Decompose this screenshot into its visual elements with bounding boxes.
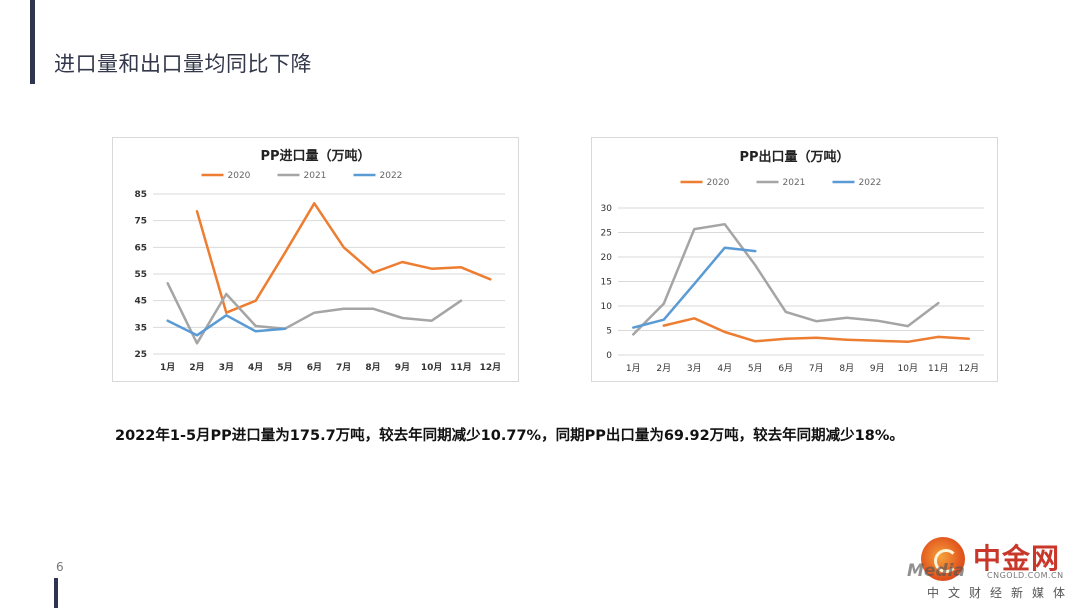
x-tick-label: 4月	[248, 362, 263, 373]
x-tick-label: 7月	[336, 362, 351, 373]
import-chart-svg: PP进口量（万吨） 2020 2021 2022 25 35 45 55 65 75 85 1月 2月 3…	[134, 148, 505, 373]
watermark-tagline: 中文财经新媒体	[927, 586, 1075, 600]
x-tick-label: 11月	[450, 362, 472, 373]
watermark-brand: 中金网	[973, 542, 1061, 575]
series-line-2020	[195, 202, 492, 314]
y-tick-label: 25	[134, 350, 147, 360]
y-tick-label: 25	[601, 229, 612, 239]
x-tick-label: 1月	[160, 362, 175, 373]
summary-text: 2022年1-5月PP进口量为175.7万吨，较去年同期减少10.77%，同期P…	[115, 428, 904, 444]
y-tick-label: 15	[601, 278, 612, 288]
series-line-2022	[166, 314, 287, 337]
watermark-script: Media	[907, 561, 965, 581]
x-tick-label: 3月	[687, 363, 702, 374]
legend-label: 2020	[707, 178, 730, 188]
chart-title: PP进口量（万吨）	[260, 148, 370, 164]
x-tick-label: 9月	[395, 362, 410, 373]
y-tick-label: 0	[606, 351, 612, 361]
x-tick-label: 10月	[898, 363, 918, 374]
y-tick-label: 20	[601, 253, 613, 263]
x-tick-label: 4月	[717, 363, 732, 374]
import-chart: PP进口量（万吨） 2020 2021 2022 25 35 45 55 65 75 85 1月 2月 3…	[112, 137, 519, 382]
y-tick-label: 10	[601, 302, 613, 312]
watermark-site: CNGOLD.COM.CN	[987, 571, 1064, 580]
legend-label: 2022	[380, 171, 403, 181]
y-tick-label: 30	[601, 204, 613, 214]
y-tick-label: 45	[134, 297, 147, 307]
x-tick-label: 12月	[480, 362, 502, 373]
x-tick-label: 2月	[656, 363, 671, 374]
x-tick-label: 12月	[959, 363, 979, 374]
x-tick-label: 2月	[189, 362, 204, 373]
y-tick-label: 65	[134, 243, 147, 253]
page-number: 6	[56, 560, 64, 574]
watermark: Media 中金网 CNGOLD.COM.CN 中文财经新媒体	[905, 535, 1075, 605]
export-chart: PP出口量（万吨） 2020 2021 2022 0 5 10 15 20 25 30 1月 2月 3月 4…	[591, 137, 998, 382]
legend-label: 2020	[228, 171, 251, 181]
x-tick-label: 3月	[219, 362, 234, 373]
y-tick-label: 5	[606, 327, 612, 337]
series-line-2021	[632, 222, 940, 336]
x-tick-label: 5月	[748, 363, 763, 374]
slide-title: 进口量和出口量均同比下降	[54, 52, 312, 76]
y-tick-label: 75	[134, 217, 147, 227]
y-tick-label: 35	[134, 323, 147, 333]
brand-logo-icon	[921, 537, 965, 581]
footer-accent-bar	[54, 578, 58, 608]
title-accent-bar	[30, 0, 35, 84]
x-tick-label: 8月	[839, 363, 854, 374]
x-tick-label: 5月	[277, 362, 292, 373]
y-tick-label: 85	[134, 190, 147, 200]
series-line-2022	[632, 246, 757, 329]
export-chart-svg: PP出口量（万吨） 2020 2021 2022 0 5 10 15 20 25 30 1月 2月 3月 4…	[601, 149, 984, 374]
legend-label: 2021	[304, 171, 327, 181]
x-tick-label: 11月	[928, 363, 948, 374]
legend-label: 2022	[859, 178, 882, 188]
series-line-2020	[662, 317, 971, 344]
x-tick-label: 1月	[626, 363, 641, 374]
legend-label: 2021	[783, 178, 806, 188]
x-tick-label: 10月	[421, 362, 443, 373]
x-tick-label: 6月	[778, 363, 793, 374]
chart-title: PP出口量（万吨）	[739, 149, 849, 165]
series-line-2021	[166, 282, 463, 345]
x-tick-label: 6月	[307, 362, 322, 373]
x-tick-label: 8月	[365, 362, 380, 373]
x-tick-label: 7月	[809, 363, 824, 374]
x-tick-label: 9月	[870, 363, 885, 374]
y-tick-label: 55	[134, 270, 147, 280]
